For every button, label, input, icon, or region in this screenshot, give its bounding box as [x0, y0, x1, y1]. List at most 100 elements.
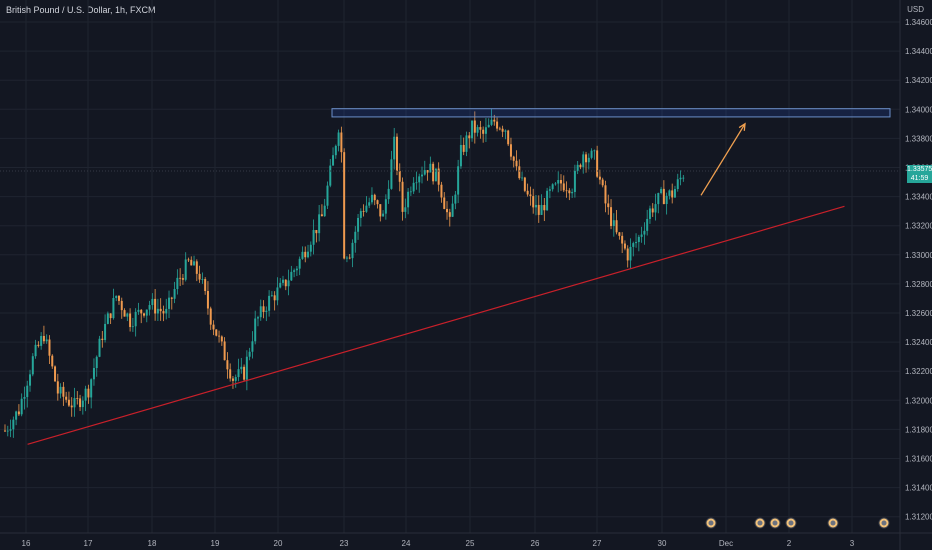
candle-body [34, 344, 37, 357]
candle-body [245, 356, 248, 380]
candle-body [526, 190, 529, 195]
candle-body [117, 295, 120, 301]
candle-body [293, 270, 296, 272]
candle-body [204, 279, 207, 292]
candle-body [62, 386, 65, 397]
candle-body [101, 338, 104, 340]
calendar-event-icon[interactable] [705, 517, 717, 529]
candle-body [248, 351, 251, 357]
candle-body [87, 388, 90, 398]
calendar-event-icon[interactable] [827, 517, 839, 529]
candle-body [29, 374, 32, 386]
resistance-zone-box[interactable] [331, 108, 891, 118]
candle-body [265, 310, 268, 312]
support-trendline[interactable] [27, 205, 845, 445]
candle-body [287, 280, 290, 287]
candle-body [679, 177, 682, 180]
candle-body [462, 144, 465, 152]
candle-body [437, 168, 440, 185]
candle-body [409, 191, 412, 193]
candle-body [501, 128, 504, 132]
price-tick-label: 1.34600 [905, 18, 932, 27]
projection-arrow-shaft[interactable] [700, 123, 746, 196]
price-tick-label: 1.31800 [905, 425, 932, 434]
candle-body [362, 211, 365, 212]
chart-title: British Pound / U.S. Dollar, 1h, FXCM [6, 5, 156, 15]
candle-body [115, 295, 118, 299]
candle-body [646, 218, 649, 231]
candle-body [312, 230, 315, 245]
candle-body [268, 295, 271, 311]
candle-body [365, 205, 368, 212]
candle-body [134, 311, 137, 327]
candle-body [70, 405, 73, 408]
candle-body [562, 183, 565, 191]
currency-label[interactable]: USD [907, 5, 924, 14]
calendar-event-icon[interactable] [769, 517, 781, 529]
candle-body [67, 399, 70, 406]
candle-body [170, 297, 173, 299]
candle-body [343, 152, 346, 259]
candle-body [359, 211, 362, 218]
candle-body [507, 130, 510, 145]
time-tick-label: 26 [531, 539, 540, 548]
candle-body [682, 177, 685, 179]
candle-body [598, 176, 601, 180]
event-markers [705, 517, 890, 529]
candle-body [42, 335, 45, 342]
projection-arrow-head [738, 122, 746, 131]
calendar-event-icon[interactable] [878, 517, 890, 529]
candle-body [40, 335, 43, 346]
time-tick-label: 19 [211, 539, 220, 548]
candle-body [476, 127, 479, 133]
candle-body [231, 378, 234, 381]
candle-body [140, 309, 143, 314]
candle-body [259, 306, 262, 318]
candle-body [240, 366, 243, 370]
candle-body [301, 251, 304, 259]
price-tick-label: 1.34000 [905, 105, 932, 114]
time-tick-label: 27 [593, 539, 602, 548]
time-tick-label: 18 [148, 539, 157, 548]
candle-body [373, 194, 376, 201]
candle-body [304, 251, 307, 258]
price-tick-label: 1.31600 [905, 455, 932, 464]
candle-body [284, 279, 287, 287]
candle-body [4, 430, 6, 432]
time-tick-label: 2 [787, 539, 792, 548]
candle-body [546, 190, 549, 211]
candle-body [482, 129, 485, 134]
candle-body [576, 164, 579, 171]
price-tick-label: 1.31200 [905, 513, 932, 522]
calendar-event-icon[interactable] [754, 517, 766, 529]
candle-body [229, 369, 232, 379]
candle-body [376, 200, 379, 205]
candle-body [637, 236, 640, 243]
candle-body [543, 205, 546, 211]
candle-body [571, 191, 574, 194]
time-tick-label: 3 [850, 539, 855, 548]
candle-body [382, 213, 385, 217]
candle-body [31, 356, 34, 375]
candle-body [459, 144, 462, 167]
candle-body [504, 130, 507, 132]
candle-body [457, 166, 460, 195]
candle-body [59, 386, 62, 394]
candle-body [307, 251, 310, 258]
candle-body [273, 295, 276, 301]
candle-body [56, 381, 59, 394]
candle-body [234, 377, 237, 381]
price-tick-label: 1.32600 [905, 309, 932, 318]
candle-body [568, 190, 571, 194]
candle-body [15, 411, 18, 420]
candle-body [657, 193, 660, 205]
price-tick-label: 1.32000 [905, 396, 932, 405]
time-tick-label: Dec [719, 539, 733, 548]
calendar-event-icon[interactable] [785, 517, 797, 529]
candle-body [668, 190, 671, 196]
candle-body [193, 261, 196, 266]
candle-body [126, 313, 129, 317]
time-tick-label: 20 [274, 539, 283, 548]
candle-body [45, 339, 48, 342]
